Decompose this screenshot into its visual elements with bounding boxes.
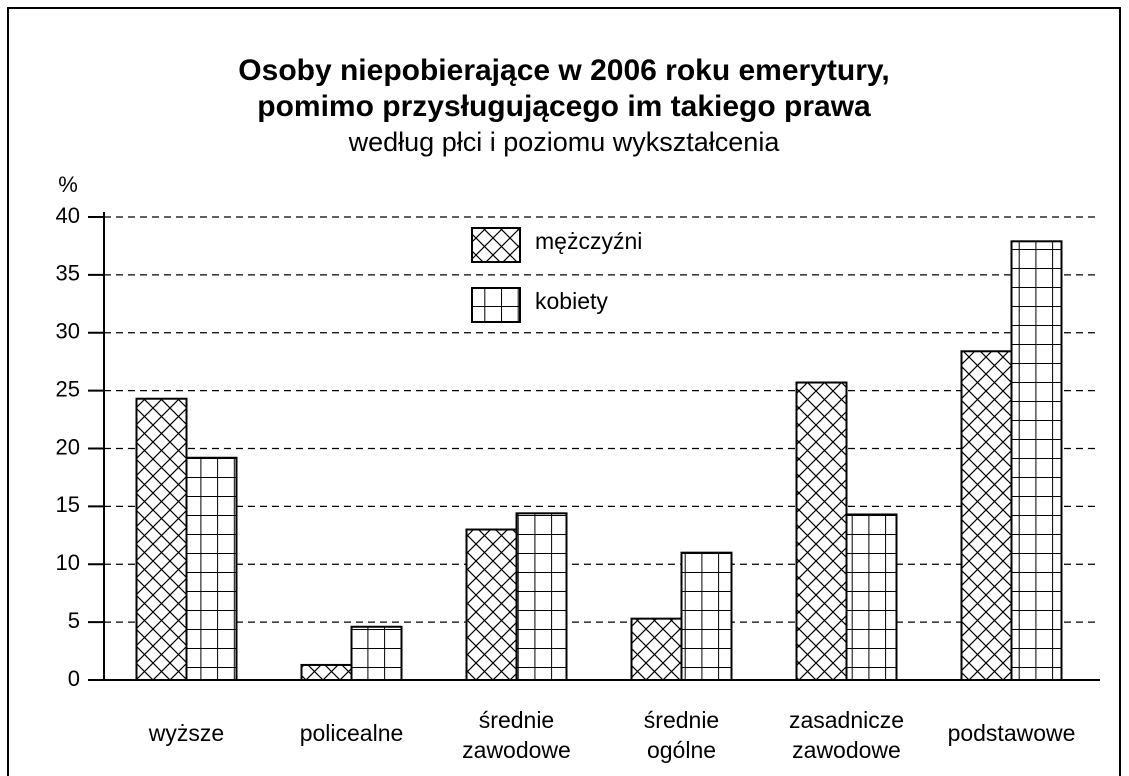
y-tick-label: 35 [56, 261, 80, 286]
bar [845, 513, 898, 681]
y-tick-label: 5 [68, 608, 80, 633]
y-tick-label: 30 [56, 319, 80, 344]
bar [465, 528, 518, 682]
y-tick-label: 25 [56, 376, 80, 401]
x-tick-label: średnie zawodowe [462, 707, 571, 763]
legend-swatch [471, 287, 521, 323]
x-tick-label: zasadnicze zawodowe [789, 707, 904, 763]
chart-subtitle: według płci i poziomu wykształcenia [348, 127, 781, 157]
y-tick-label: 10 [56, 550, 80, 575]
legend-label: mężczyźni [535, 228, 642, 254]
bar [300, 663, 353, 682]
frame [7, 7, 1121, 776]
x-tick-label: wyższe [148, 720, 224, 746]
bar [185, 456, 238, 682]
x-tick-label: średnie ogólne [644, 707, 719, 763]
x-tick-label: policealne [300, 720, 404, 746]
bar [960, 350, 1013, 681]
bar [630, 617, 683, 682]
y-tick-label: 40 [56, 203, 80, 228]
bar [795, 381, 848, 681]
y-tick-label: 15 [56, 492, 80, 517]
bar [350, 625, 403, 682]
bar [680, 551, 733, 681]
y-axis-label: % [58, 172, 78, 197]
y-tick-label: 20 [56, 434, 80, 459]
legend-label: kobiety [535, 288, 608, 314]
chart-title: pomimo przysługującego im takiego prawa [257, 90, 871, 123]
x-tick-label: podstawowe [948, 720, 1076, 746]
bar [1010, 240, 1063, 681]
bar [515, 512, 568, 681]
legend-swatch [471, 227, 521, 263]
chart-title: Osoby niepobierające w 2006 roku emerytu… [238, 54, 889, 87]
y-tick-label: 0 [68, 666, 80, 691]
bar [135, 397, 188, 681]
